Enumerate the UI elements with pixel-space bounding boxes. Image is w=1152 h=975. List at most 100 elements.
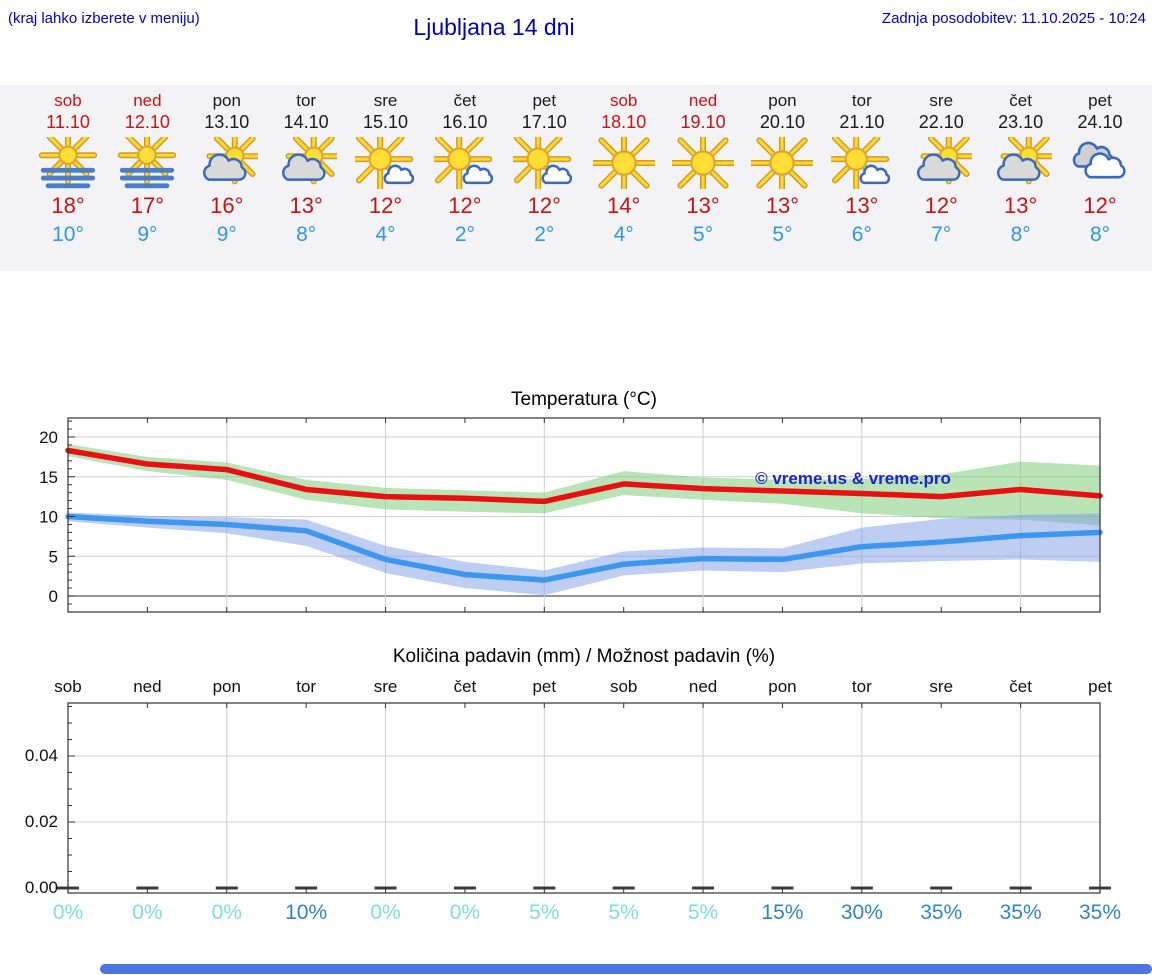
high-temp-label: 13° bbox=[1003, 192, 1038, 218]
temp-y-tick-label: 10 bbox=[39, 508, 58, 527]
day-date-label: 13.10 bbox=[204, 112, 250, 133]
low-temp-label: 4° bbox=[375, 223, 396, 247]
precip-day-label: sre bbox=[929, 677, 954, 696]
precip-day-label: tor bbox=[851, 677, 872, 696]
low-temp-label: 5° bbox=[772, 223, 793, 247]
weather-icon-slot bbox=[27, 126, 109, 189]
day-name-label: tor bbox=[851, 91, 872, 110]
forecast-day-column: čet 16.10 12° 2° bbox=[424, 85, 506, 248]
day-date-label: 12.10 bbox=[124, 112, 170, 133]
cloud-sun-icon bbox=[202, 128, 263, 185]
temperature-chart: 0 5 10 15 20 © vreme.us & vreme.pro bbox=[39, 417, 1103, 613]
weather-icon-slot bbox=[186, 128, 268, 189]
day-name-label: pon bbox=[768, 91, 797, 110]
precip-y-tick-label: 0.04 bbox=[25, 746, 58, 765]
weather-icon-slot bbox=[821, 126, 903, 193]
sun-icon bbox=[668, 128, 739, 198]
weather-icon-slot bbox=[106, 126, 188, 189]
high-temp-label: 14° bbox=[607, 192, 641, 218]
forecast-day-column: ned 19.10 13° 5° bbox=[662, 85, 744, 248]
precip-y-tick-label: 0.02 bbox=[25, 812, 58, 831]
day-name-label: sre bbox=[929, 91, 954, 110]
forecast-day-column: ned 12.10 17° 9° bbox=[106, 85, 188, 248]
day-date-label: 11.10 bbox=[46, 112, 90, 133]
day-name-label: sob bbox=[609, 91, 638, 110]
day-name-label: sob bbox=[54, 91, 82, 110]
last-updated-label: Zadnja posodobitev: 11.10.2025 - 10:24 bbox=[881, 10, 1146, 27]
forecast-day-column: sob 18.10 14° 4° bbox=[583, 85, 665, 248]
day-name-label: pet bbox=[532, 91, 557, 110]
max-temp-range-band bbox=[68, 444, 1100, 526]
precip-percent-label: 10% bbox=[285, 901, 328, 924]
page-title: Ljubljana 14 dni bbox=[413, 14, 575, 40]
cloud-sun-icon bbox=[996, 128, 1057, 185]
weather-icon-slot bbox=[583, 128, 665, 198]
precip-percent-row: 0% 0% 0% 10% 0% 0% 5% 5% 5% 15% 30% 35% 35% 35% bbox=[0, 901, 1152, 931]
high-temp-label: 13° bbox=[289, 192, 323, 218]
precip-percent-label: 30% bbox=[840, 901, 883, 924]
day-date-label: 14.10 bbox=[283, 112, 329, 133]
high-temp-label: 13° bbox=[686, 192, 720, 218]
precip-percent-label: 35% bbox=[999, 901, 1042, 924]
precip-day-label: ned bbox=[133, 677, 162, 696]
precip-day-label: čet bbox=[453, 677, 477, 696]
weather-icon-slot bbox=[265, 128, 347, 189]
high-temp-label: 17° bbox=[130, 192, 165, 218]
precip-day-label: ned bbox=[688, 677, 718, 696]
precip-day-label: tor bbox=[296, 677, 317, 696]
forecast-day-column: pet 24.10 12° 8° bbox=[1059, 85, 1141, 248]
day-name-label: tor bbox=[296, 91, 317, 110]
precip-day-labels-row: sob ned pon tor sre čet pet sob ned pon tor sre čet p… bbox=[0, 677, 1152, 699]
weather-icon-slot bbox=[662, 128, 744, 198]
low-temp-label: 8° bbox=[1089, 223, 1111, 247]
day-name-label: sre bbox=[373, 91, 398, 110]
sun-icon bbox=[588, 128, 659, 198]
high-temp-label: 12° bbox=[924, 192, 958, 218]
location-menu-note: (kraj lahko izberete v meniju) bbox=[8, 10, 200, 27]
precipitation-chart: 0.00 0.02 0.04 bbox=[25, 702, 1111, 897]
high-temp-label: 16° bbox=[210, 192, 244, 218]
precip-percent-label: 35% bbox=[920, 901, 963, 924]
sun-small-cloud-icon bbox=[505, 126, 573, 193]
watermark: © vreme.us & vreme.pro bbox=[755, 469, 951, 488]
precip-day-label: pon bbox=[768, 677, 797, 696]
forecast-day-column: čet 23.10 13° 8° bbox=[980, 85, 1062, 248]
high-temp-label: 12° bbox=[448, 192, 482, 218]
precip-day-label: pon bbox=[212, 677, 241, 696]
precip-day-label: sre bbox=[373, 677, 398, 696]
precip-day-label: pet bbox=[532, 677, 557, 696]
day-name-label: čet bbox=[1009, 91, 1032, 110]
bottom-scrollbar[interactable] bbox=[100, 964, 1152, 974]
min-temp-range-band bbox=[68, 512, 1100, 596]
day-date-label: 24.10 bbox=[1077, 112, 1123, 133]
clouds-icon bbox=[1072, 141, 1126, 179]
precip-day-label: sob bbox=[609, 677, 638, 696]
precip-day-label: pet bbox=[1088, 677, 1112, 696]
precip-day-label: sob bbox=[54, 677, 82, 696]
weather-icon-slot bbox=[741, 128, 823, 198]
forecast-day-column: tor 14.10 13° 8° bbox=[265, 85, 347, 248]
precip-percent-label: 5% bbox=[608, 901, 639, 924]
weather-icon-slot bbox=[980, 128, 1062, 189]
forecast-strip: sob 11.10 18° 10° ned 12.10 17° 9° pon 13.10 16° 9°… bbox=[0, 85, 1152, 271]
sun-fog-icon bbox=[118, 126, 177, 189]
weather-icon-slot bbox=[1059, 137, 1141, 189]
low-temp-label: 6° bbox=[851, 223, 872, 247]
sun-small-cloud-icon bbox=[822, 126, 890, 193]
max-temp-line bbox=[65, 447, 1103, 505]
forecast-day-column: pon 20.10 13° 5° bbox=[741, 85, 823, 248]
forecast-day-column: sob 11.10 18° 10° bbox=[27, 85, 109, 248]
precip-percent-label: 35% bbox=[1078, 901, 1122, 924]
high-temp-label: 13° bbox=[845, 192, 879, 218]
low-temp-label: 2° bbox=[534, 223, 555, 247]
low-temp-label: 2° bbox=[454, 223, 475, 247]
precip-percent-label: 0% bbox=[211, 901, 242, 924]
low-temp-label: 8° bbox=[1010, 223, 1031, 247]
low-temp-label: 10° bbox=[52, 223, 84, 247]
day-name-label: pet bbox=[1088, 91, 1112, 110]
low-temp-label: 9° bbox=[137, 223, 158, 247]
day-name-label: pon bbox=[212, 91, 241, 110]
temp-y-tick-label: 5 bbox=[49, 547, 58, 566]
precip-percent-label: 5% bbox=[529, 901, 560, 924]
weather-icon-slot bbox=[503, 126, 585, 193]
